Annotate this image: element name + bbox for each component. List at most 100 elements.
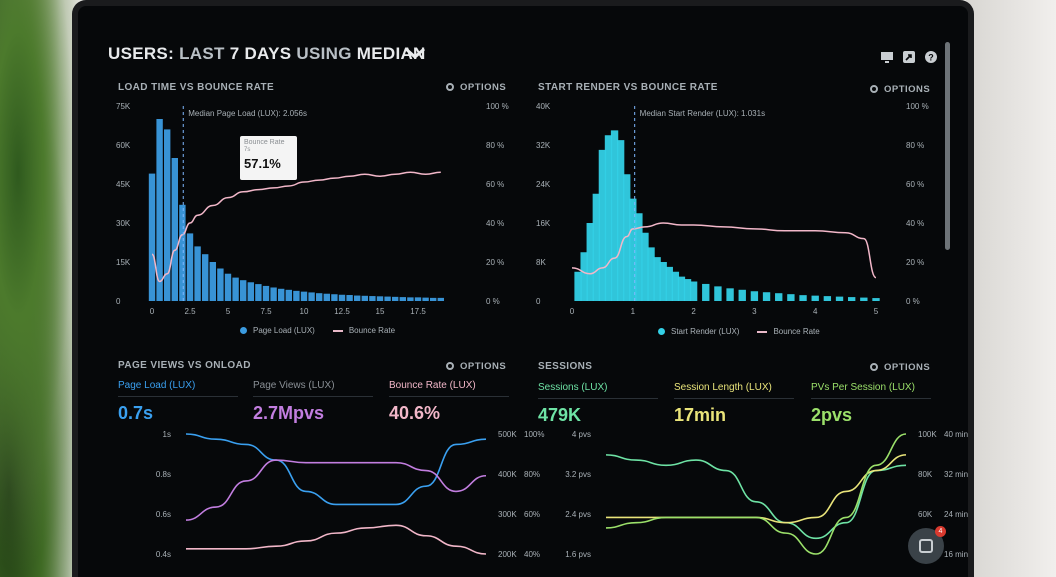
panel-title-sessions: SESSIONS bbox=[538, 361, 593, 372]
bar bbox=[164, 129, 171, 301]
bar bbox=[823, 296, 832, 301]
bar bbox=[407, 297, 414, 301]
options-button-sessions[interactable]: OPTIONS bbox=[870, 362, 930, 373]
metric-label: Bounce Rate (LUX) bbox=[389, 380, 509, 397]
y-tick-label: 4 pvs bbox=[572, 430, 591, 439]
y2-tick-label: 60 % bbox=[906, 180, 924, 189]
monitor-screen: USERS: LAST 7 DAYS USING MEDIAN ? LOAD T… bbox=[72, 0, 974, 577]
gear-icon bbox=[446, 362, 454, 370]
y3-tick-label: 32 min bbox=[944, 470, 968, 479]
bar bbox=[338, 294, 346, 301]
panel-title-start-render: START RENDER VS BOUNCE RATE bbox=[538, 82, 718, 93]
y2-tick-label: 100 % bbox=[486, 102, 509, 111]
bar bbox=[647, 247, 655, 301]
metric-page-views: Page Views (LUX) 2.7Mpvs bbox=[253, 380, 373, 424]
bar bbox=[361, 295, 368, 301]
bar bbox=[209, 262, 216, 301]
y2-tick-label: 0 % bbox=[486, 297, 500, 306]
bar bbox=[799, 295, 807, 301]
x-tick-label: 5 bbox=[226, 307, 231, 316]
bar bbox=[635, 213, 643, 301]
metric-value: 17min bbox=[674, 405, 727, 425]
title-mode: MEDIAN bbox=[356, 44, 426, 63]
svg-text:?: ? bbox=[928, 53, 934, 63]
y-tick-label: 1.6 pvs bbox=[565, 550, 591, 559]
options-button-start-render[interactable]: OPTIONS bbox=[870, 84, 930, 95]
series-line bbox=[605, 433, 907, 555]
metric-value: 2.7Mpvs bbox=[253, 403, 325, 423]
bar bbox=[726, 288, 734, 301]
x-tick-label: 4 bbox=[813, 307, 818, 316]
help-icon[interactable]: ? bbox=[924, 50, 938, 64]
x-tick-label: 15 bbox=[376, 307, 385, 316]
chevron-down-icon[interactable] bbox=[404, 44, 426, 62]
legend-label-page-load: Page Load (LUX) bbox=[253, 326, 315, 335]
scrollbar[interactable] bbox=[945, 42, 950, 250]
options-button-load-time[interactable]: OPTIONS bbox=[446, 82, 506, 93]
y2-tick-label: 400K bbox=[498, 470, 517, 479]
bar bbox=[392, 296, 399, 301]
bar bbox=[750, 291, 759, 301]
y3-tick-label: 40% bbox=[524, 550, 540, 559]
bar bbox=[580, 252, 588, 301]
x-tick-label: 1 bbox=[631, 307, 636, 316]
chat-icon bbox=[919, 539, 933, 553]
bar bbox=[629, 198, 637, 301]
x-tick-label: 12.5 bbox=[334, 307, 350, 316]
bar bbox=[787, 294, 795, 301]
y3-tick-label: 16 min bbox=[944, 550, 968, 559]
y-tick-label: 0.8s bbox=[156, 470, 171, 479]
bar bbox=[616, 140, 625, 301]
chat-button[interactable]: 4 bbox=[908, 526, 946, 564]
bar bbox=[369, 296, 376, 301]
bar bbox=[202, 254, 209, 301]
x-tick-label: 17.5 bbox=[410, 307, 426, 316]
bar bbox=[738, 289, 746, 301]
bar bbox=[285, 289, 292, 301]
gear-icon bbox=[446, 83, 454, 91]
bar bbox=[659, 262, 667, 301]
y3-tick-label: 100% bbox=[524, 430, 544, 439]
legend-label-start-render: Start Render (LUX) bbox=[671, 327, 740, 336]
bar bbox=[194, 246, 201, 301]
series-line bbox=[185, 433, 487, 506]
bar bbox=[835, 296, 844, 301]
y2-tick-label: 60 % bbox=[486, 180, 504, 189]
chart-tooltip: Bounce Rate 7s 57.1% bbox=[240, 136, 297, 180]
y2-tick-label: 100K bbox=[918, 430, 937, 439]
bar bbox=[316, 293, 323, 301]
y2-tick-label: 300K bbox=[498, 510, 517, 519]
metric-value: 40.6% bbox=[389, 403, 441, 423]
legend-dot-page-load bbox=[240, 327, 247, 334]
bar bbox=[811, 295, 819, 301]
metric-page-load: Page Load (LUX) 0.7s bbox=[118, 380, 238, 424]
legend-start-render: Start Render (LUX) Bounce Rate bbox=[658, 327, 820, 336]
y-tick-label: 15K bbox=[116, 258, 131, 267]
options-label: OPTIONS bbox=[884, 84, 931, 95]
series-line bbox=[186, 524, 487, 555]
metric-label: Session Length (LUX) bbox=[674, 382, 794, 399]
tooltip-value: 57.1% bbox=[244, 156, 281, 171]
median-label: Median Start Render (LUX): 1.031s bbox=[640, 109, 765, 118]
bar bbox=[399, 297, 406, 301]
legend-label-bounce: Bounce Rate bbox=[348, 326, 396, 335]
page-title[interactable]: USERS: LAST 7 DAYS USING MEDIAN bbox=[108, 44, 426, 64]
x-tick-label: 10 bbox=[300, 307, 309, 316]
bar bbox=[677, 276, 686, 301]
options-button-page-views[interactable]: OPTIONS bbox=[446, 361, 506, 372]
y-tick-label: 3.2 pvs bbox=[565, 470, 591, 479]
notification-badge: 4 bbox=[935, 526, 946, 537]
bar bbox=[384, 296, 391, 301]
bar bbox=[346, 295, 353, 301]
y2-tick-label: 40 % bbox=[486, 219, 504, 228]
share-icon[interactable] bbox=[902, 50, 916, 64]
metric-label: Page Views (LUX) bbox=[253, 380, 373, 397]
bar bbox=[323, 293, 330, 301]
background-wall bbox=[966, 0, 1056, 577]
metric-label: PVs Per Session (LUX) bbox=[811, 382, 931, 399]
bar bbox=[300, 291, 308, 301]
series-line-bounce-rate bbox=[571, 222, 877, 279]
options-label: OPTIONS bbox=[884, 362, 931, 373]
monitor-icon[interactable] bbox=[880, 50, 894, 64]
y-tick-label: 8K bbox=[536, 258, 546, 267]
